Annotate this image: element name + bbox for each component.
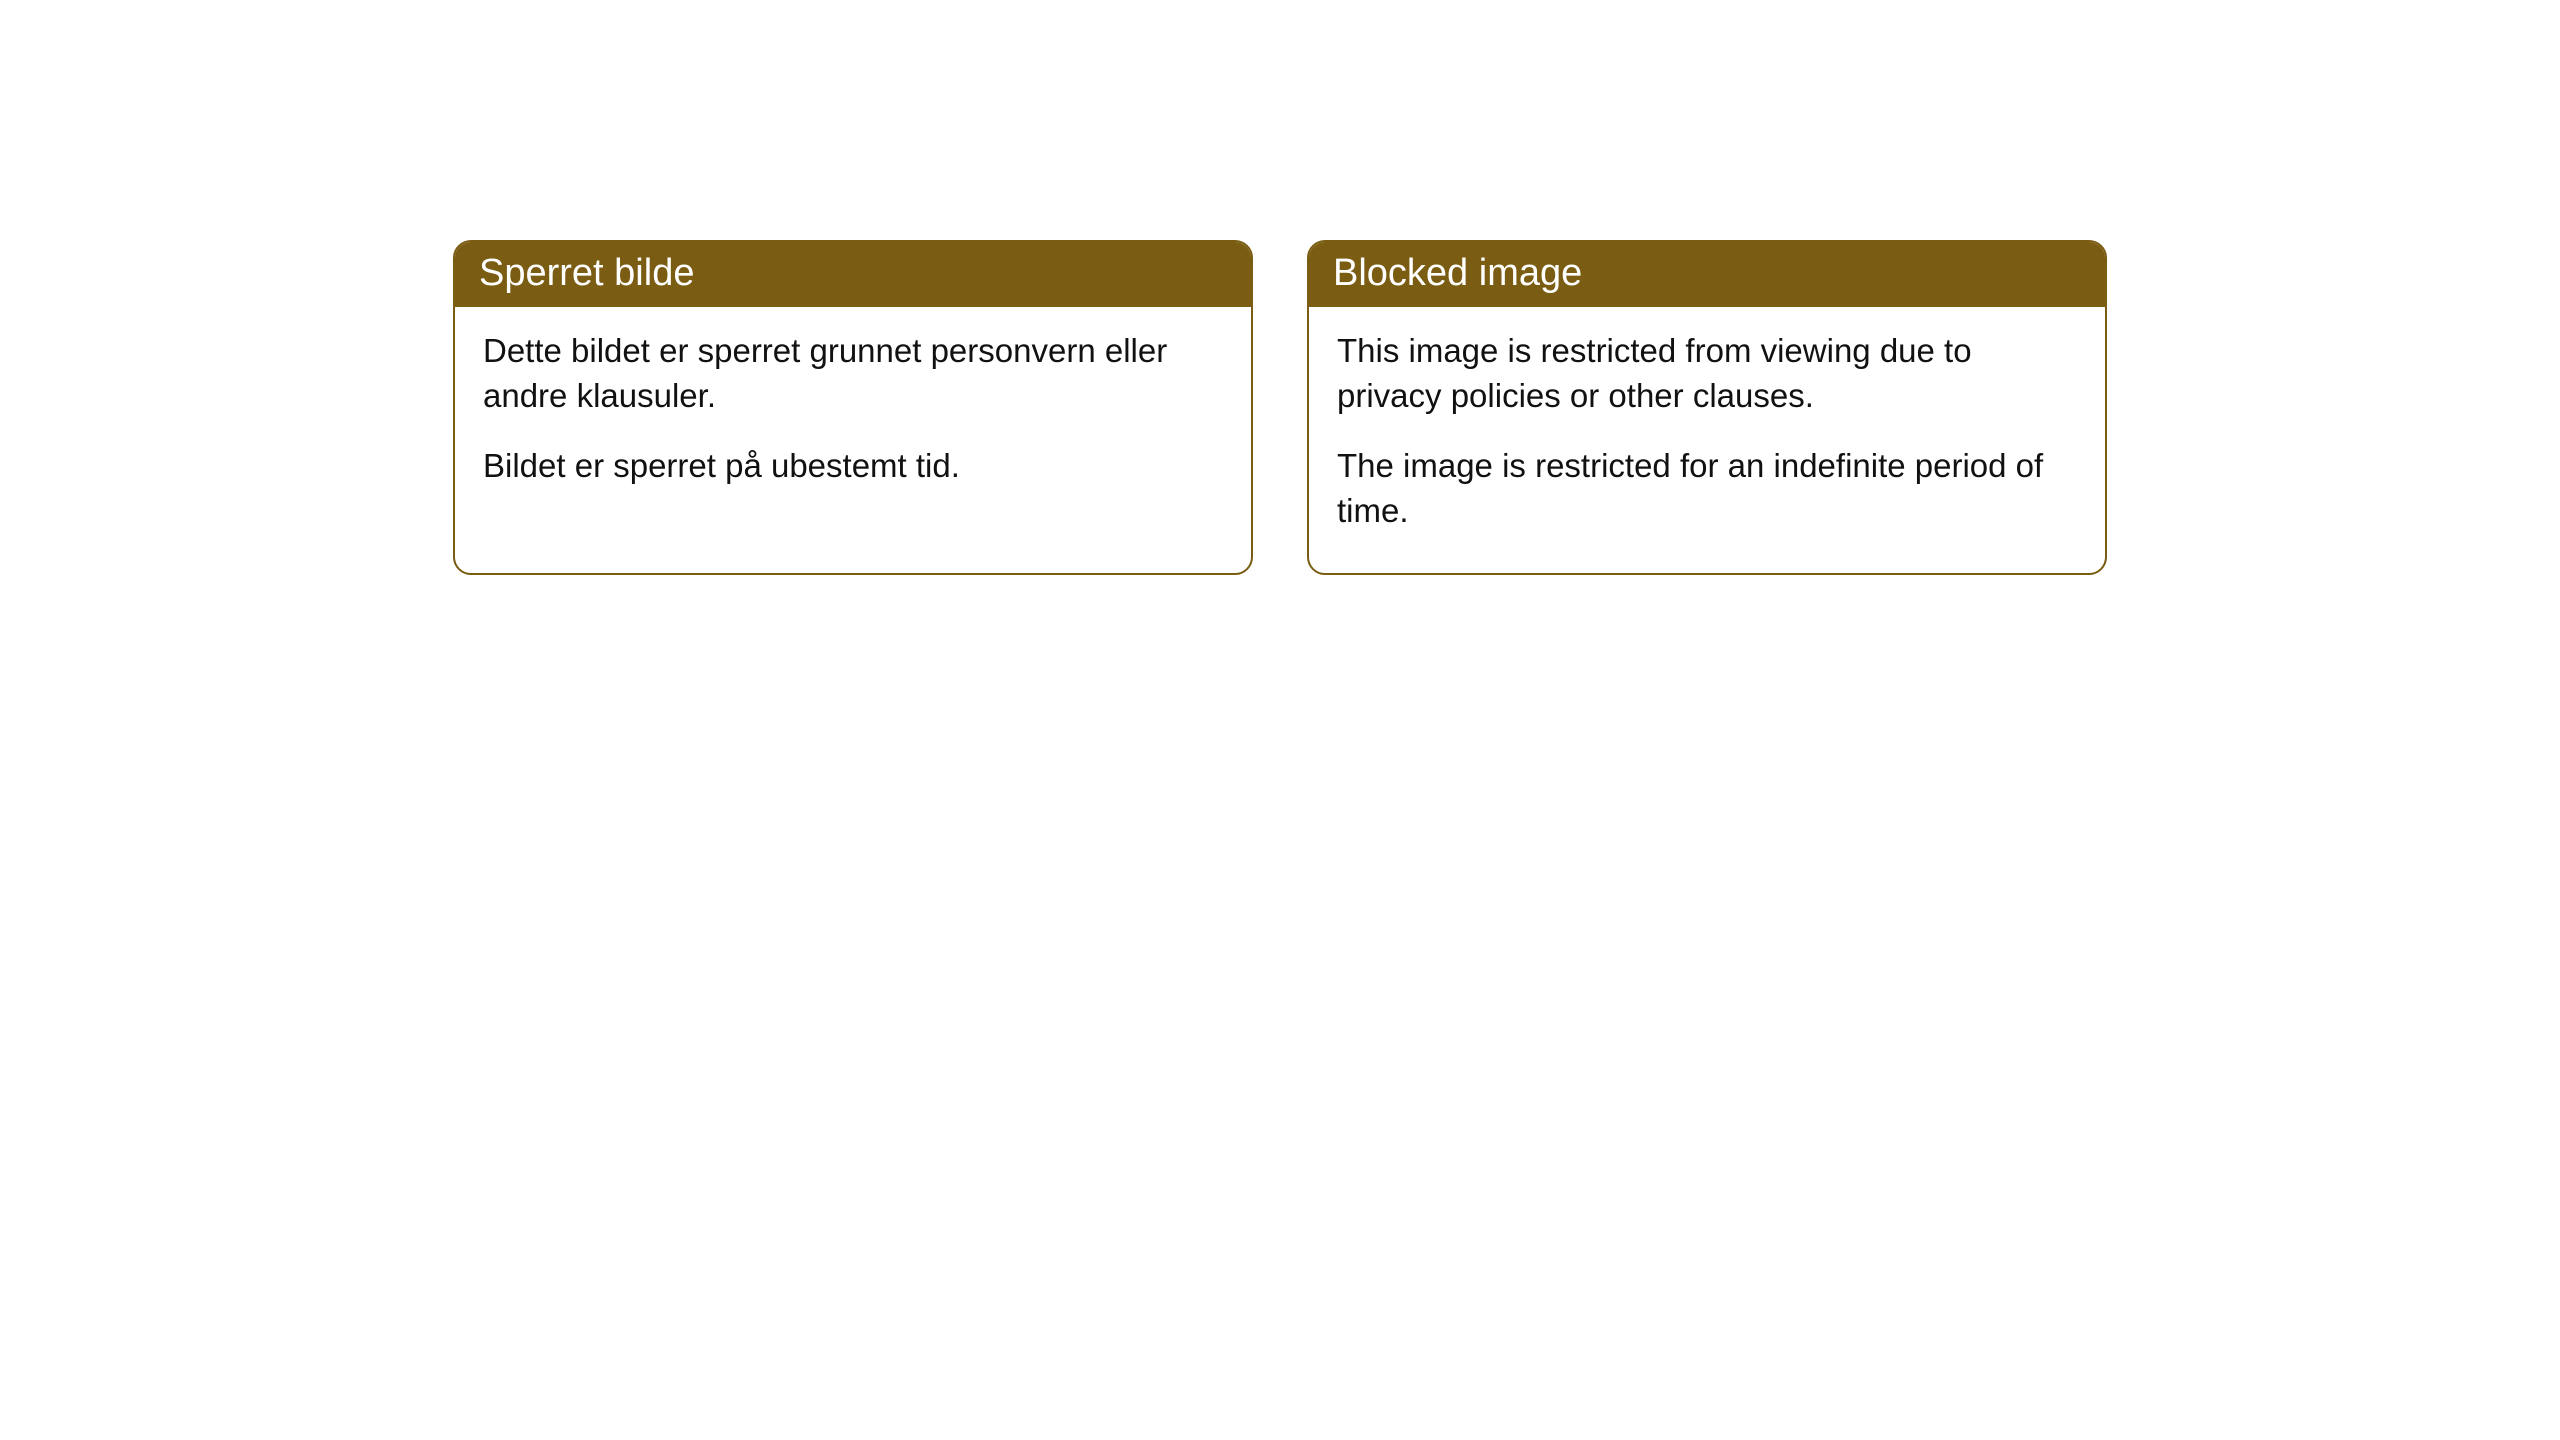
blocked-image-card-english: Blocked image This image is restricted f… <box>1307 240 2107 575</box>
card-text-english-p1: This image is restricted from viewing du… <box>1337 329 2077 418</box>
card-text-norwegian-p1: Dette bildet er sperret grunnet personve… <box>483 329 1223 418</box>
card-header-english: Blocked image <box>1309 242 2105 307</box>
card-title-norwegian: Sperret bilde <box>479 252 694 294</box>
card-text-english-p2: The image is restricted for an indefinit… <box>1337 444 2077 533</box>
card-header-norwegian: Sperret bilde <box>455 242 1251 307</box>
card-text-norwegian-p2: Bildet er sperret på ubestemt tid. <box>483 444 1223 489</box>
card-body-norwegian: Dette bildet er sperret grunnet personve… <box>455 307 1251 519</box>
blocked-image-card-norwegian: Sperret bilde Dette bildet er sperret gr… <box>453 240 1253 575</box>
card-title-english: Blocked image <box>1333 252 1582 294</box>
cards-container: Sperret bilde Dette bildet er sperret gr… <box>453 240 2107 1440</box>
card-body-english: This image is restricted from viewing du… <box>1309 307 2105 563</box>
